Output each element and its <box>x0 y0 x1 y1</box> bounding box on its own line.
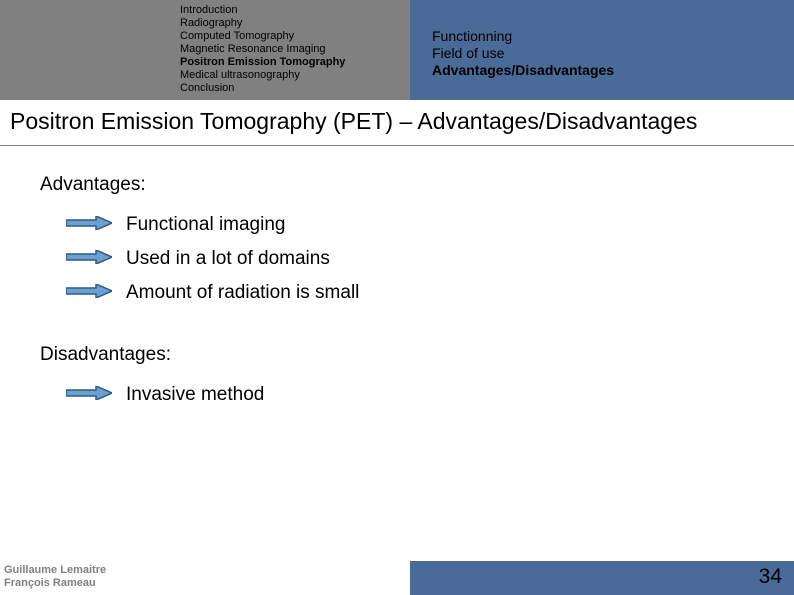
bullet-row: Used in a lot of domains <box>66 248 754 270</box>
arrow-icon <box>66 284 112 303</box>
outline-item: Positron Emission Tomography <box>180 56 410 69</box>
bullet-text: Used in a lot of domains <box>126 248 330 270</box>
outline-nav: IntroductionRadiographyComputed Tomograp… <box>0 0 410 100</box>
slide-content: Advantages: Functional imaging Used in a… <box>0 146 794 406</box>
disadvantages-list: Invasive method <box>66 384 754 406</box>
subsection-item: Functionning <box>432 28 794 45</box>
subsection-item: Field of use <box>432 45 794 62</box>
bullet-row: Invasive method <box>66 384 754 406</box>
subsection-item: Advantages/Disadvantages <box>432 62 794 79</box>
outline-item: Introduction <box>180 4 410 17</box>
bullet-row: Functional imaging <box>66 214 754 236</box>
subsection-nav: FunctionningField of useAdvantages/Disad… <box>410 0 794 100</box>
arrow-icon <box>66 386 112 400</box>
footer-accent: 34 <box>410 561 794 595</box>
outline-item: Radiography <box>180 17 410 30</box>
bullet-text: Amount of radiation is small <box>126 282 359 304</box>
page-number: 34 <box>759 565 782 589</box>
disadvantages-heading: Disadvantages: <box>40 344 754 366</box>
outline-item: Computed Tomography <box>180 30 410 43</box>
arrow-icon <box>66 284 112 298</box>
bullet-row: Amount of radiation is small <box>66 282 754 304</box>
slide-header: IntroductionRadiographyComputed Tomograp… <box>0 0 794 100</box>
bullet-text: Invasive method <box>126 384 264 406</box>
arrow-icon <box>66 250 112 264</box>
advantages-heading: Advantages: <box>40 174 754 196</box>
slide-title: Positron Emission Tomography (PET) – Adv… <box>0 100 794 146</box>
author-name: François Rameau <box>4 577 410 590</box>
arrow-icon <box>66 386 112 405</box>
authors: Guillaume LemaitreFrançois Rameau <box>0 561 410 595</box>
arrow-icon <box>66 216 112 230</box>
bullet-text: Functional imaging <box>126 214 285 236</box>
outline-item: Medical ultrasonography <box>180 69 410 82</box>
author-name: Guillaume Lemaitre <box>4 564 410 577</box>
arrow-icon <box>66 216 112 235</box>
arrow-icon <box>66 250 112 269</box>
advantages-list: Functional imaging Used in a lot of doma… <box>66 214 754 304</box>
outline-item: Magnetic Resonance Imaging <box>180 43 410 56</box>
outline-item: Conclusion <box>180 82 410 95</box>
slide-footer: Guillaume LemaitreFrançois Rameau 34 <box>0 561 794 595</box>
